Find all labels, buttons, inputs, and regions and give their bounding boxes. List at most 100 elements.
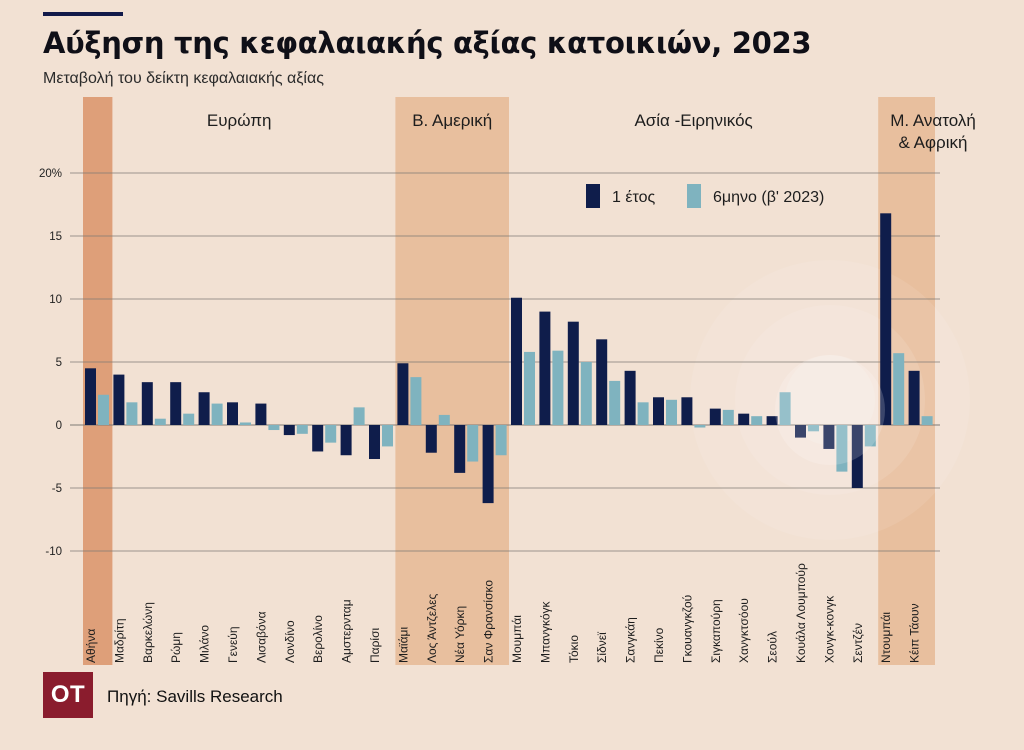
category-label-5: Γενεύη bbox=[226, 626, 240, 663]
category-label-24: Σεούλ bbox=[766, 631, 780, 663]
bar-series2-10 bbox=[382, 425, 393, 447]
category-label-23: Χανγκτσόου bbox=[737, 598, 751, 663]
bar-series1-22 bbox=[709, 408, 721, 425]
bar-series2-21 bbox=[694, 425, 706, 428]
category-label-22: Σιγκαπούρη bbox=[709, 599, 723, 663]
bar-series2-25 bbox=[808, 425, 819, 432]
chart-subtitle: Μεταβολή του δείκτη κεφαλαιακής αξίας bbox=[43, 70, 324, 87]
bar-series1-9 bbox=[340, 425, 352, 456]
bar-series2-9 bbox=[353, 407, 365, 425]
bar-series1-11 bbox=[397, 363, 409, 425]
bar-series2-18 bbox=[609, 380, 621, 425]
category-label-4: Μιλάνο bbox=[198, 625, 212, 663]
bar-series1-3 bbox=[170, 382, 182, 425]
category-label-7: Λονδίνο bbox=[283, 620, 297, 663]
bar-series1-1 bbox=[113, 374, 125, 425]
y-tick-label: 0 bbox=[56, 420, 62, 432]
bar-series2-15 bbox=[524, 351, 535, 425]
bar-series1-23 bbox=[738, 413, 750, 425]
y-tick-label: 5 bbox=[56, 357, 62, 369]
bar-series2-11 bbox=[410, 377, 422, 425]
category-label-10: Παρίσι bbox=[368, 627, 382, 663]
bar-series1-26 bbox=[823, 425, 835, 449]
category-label-2: Βαρκελώνη bbox=[141, 602, 155, 663]
category-label-8: Βερολίνο bbox=[311, 615, 325, 663]
bar-series1-15 bbox=[511, 297, 522, 425]
bar-series1-18 bbox=[596, 339, 608, 425]
bar-series2-8 bbox=[325, 425, 337, 443]
category-label-28: Ντουμπάι bbox=[879, 612, 893, 663]
bar-series1-19 bbox=[624, 370, 636, 425]
bar-series1-0 bbox=[85, 368, 96, 425]
title-accent-bar bbox=[43, 12, 123, 16]
bar-series2-1 bbox=[126, 402, 138, 425]
bar-series2-4 bbox=[211, 403, 223, 425]
category-label-26: Χονγκ-κονγκ bbox=[822, 595, 836, 663]
bar-series2-14 bbox=[495, 425, 507, 456]
region-label-3: Μ. Ανατολή bbox=[890, 111, 976, 130]
bar-series1-28 bbox=[880, 213, 892, 425]
legend-swatch-1 bbox=[687, 184, 701, 208]
category-label-9: Αμστερνταμ bbox=[340, 599, 354, 663]
bar-series2-23 bbox=[751, 416, 763, 425]
bar-series1-27 bbox=[851, 425, 863, 488]
decor-circle-inner bbox=[785, 355, 875, 445]
source-note: Πηγή: Savills Research bbox=[107, 687, 283, 706]
category-label-20: Πεκίνο bbox=[652, 627, 666, 663]
category-label-25: Κουάλα Λουμπούρ bbox=[794, 563, 808, 663]
bar-series2-5 bbox=[240, 422, 251, 425]
decor-circle-outer bbox=[690, 260, 970, 540]
bar-series2-17 bbox=[580, 362, 592, 425]
bar-series1-17 bbox=[567, 321, 579, 425]
bar-series2-6 bbox=[268, 425, 280, 431]
bar-series2-24 bbox=[779, 392, 791, 425]
bar-series1-7 bbox=[283, 425, 295, 436]
bar-series2-28 bbox=[893, 353, 905, 425]
bar-series1-4 bbox=[198, 392, 210, 425]
bar-series1-2 bbox=[141, 382, 153, 425]
bar-series1-24 bbox=[766, 416, 778, 425]
y-tick-label: -5 bbox=[52, 483, 62, 495]
category-label-27: Σεντζέν bbox=[851, 623, 865, 663]
region-label-1: Β. Αμερική bbox=[412, 111, 492, 130]
decor-circle-overlay bbox=[775, 355, 885, 465]
bar-series2-20 bbox=[666, 399, 677, 425]
category-label-14: Σαν Φρανσίσκο bbox=[482, 580, 496, 663]
bar-series1-8 bbox=[312, 425, 324, 452]
bar-series1-5 bbox=[227, 402, 238, 425]
category-label-18: Σίδνεϊ bbox=[595, 632, 609, 663]
bar-series2-13 bbox=[467, 425, 479, 462]
bar-series1-29 bbox=[908, 370, 920, 425]
bar-series2-2 bbox=[154, 418, 166, 425]
bar-series2-0 bbox=[98, 394, 109, 425]
category-label-6: Λισαβόνα bbox=[254, 611, 268, 663]
bar-series1-16 bbox=[539, 311, 551, 425]
region-label-3: & Αφρική bbox=[899, 133, 968, 152]
category-label-21: Γκουανγκζού bbox=[680, 595, 694, 663]
bar-series1-12 bbox=[425, 425, 437, 453]
bar-series1-13 bbox=[454, 425, 466, 473]
bar-series1-20 bbox=[653, 397, 664, 425]
category-label-0: Αθήνα bbox=[84, 629, 98, 663]
category-label-19: Σανγκάη bbox=[624, 617, 638, 663]
category-label-17: Τόκιο bbox=[567, 635, 581, 663]
bar-series2-19 bbox=[637, 402, 649, 425]
category-label-15: Μουμπάι bbox=[510, 615, 524, 663]
chart-title: Αύξηση της κεφαλαιακής αξίας κατοικιών, … bbox=[43, 26, 812, 60]
bar-series1-10 bbox=[369, 425, 380, 460]
legend-label-0: 1 έτος bbox=[612, 189, 655, 206]
category-label-29: Κέιπ Τάουν bbox=[908, 603, 922, 663]
bar-series2-27 bbox=[864, 425, 876, 447]
bar-series1-6 bbox=[255, 403, 267, 425]
category-label-3: Ρώμη bbox=[169, 632, 183, 663]
y-tick-label: 15 bbox=[49, 231, 62, 243]
bar-series2-29 bbox=[921, 416, 933, 425]
y-tick-label: 20% bbox=[39, 168, 62, 180]
publisher-logo: OT bbox=[43, 672, 93, 718]
region-label-0: Ευρώπη bbox=[207, 111, 272, 130]
bar-series2-7 bbox=[296, 425, 308, 434]
y-tick-label: 10 bbox=[49, 294, 62, 306]
bar-series1-21 bbox=[681, 397, 693, 425]
category-label-16: Μπανγκόγκ bbox=[538, 600, 552, 663]
